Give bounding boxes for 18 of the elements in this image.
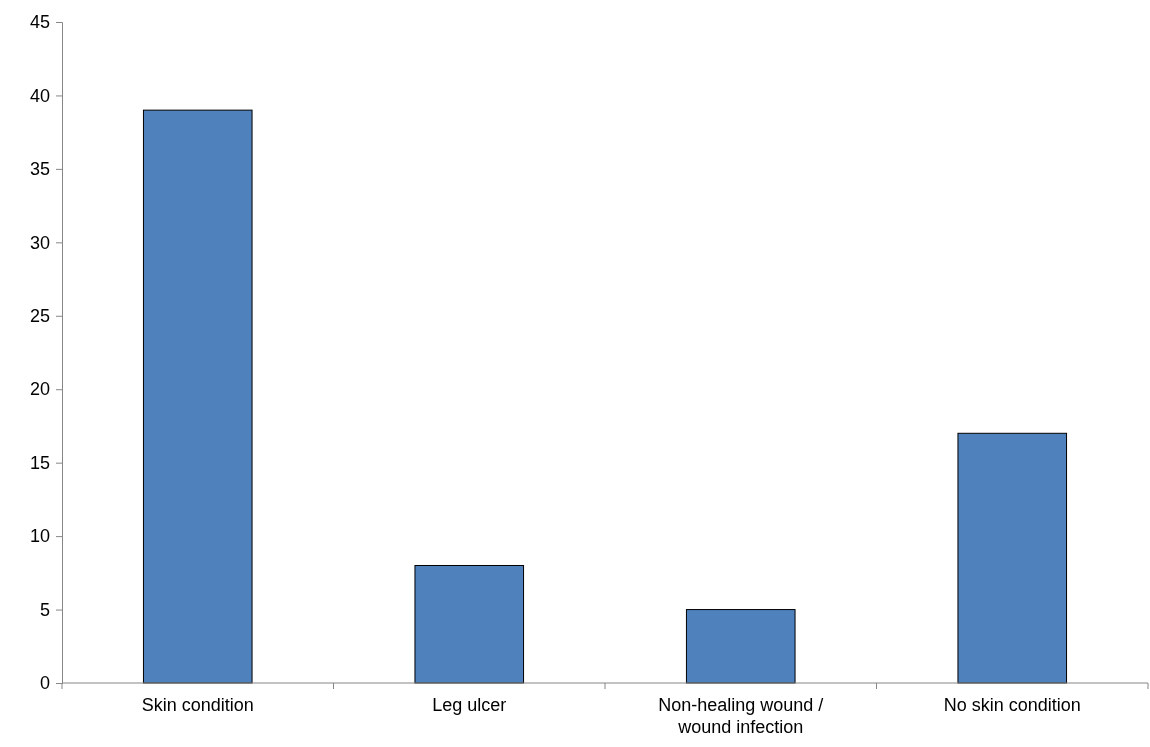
x-tick-label: Leg ulcer <box>432 695 507 715</box>
y-tick-label: 15 <box>29 452 50 473</box>
y-tick-label: 10 <box>29 526 50 547</box>
y-tick-label: 20 <box>29 379 50 400</box>
bar <box>957 432 1068 684</box>
bar <box>414 564 525 684</box>
y-tick-label: 0 <box>39 673 50 694</box>
x-tick-label: Non-healing wound / wound infection <box>658 695 824 737</box>
x-tick-label: Skin condition <box>141 695 254 715</box>
y-tick-label: 45 <box>29 12 50 33</box>
x-tick-label: No skin condition <box>943 695 1081 715</box>
y-tick-label: 40 <box>29 85 50 106</box>
y-tick-label: 35 <box>29 159 50 180</box>
y-tick-label: 5 <box>39 599 50 620</box>
bar <box>685 609 796 684</box>
y-tick-label: 25 <box>29 306 50 327</box>
bar <box>142 109 253 684</box>
y-tick-label: 30 <box>29 232 50 253</box>
